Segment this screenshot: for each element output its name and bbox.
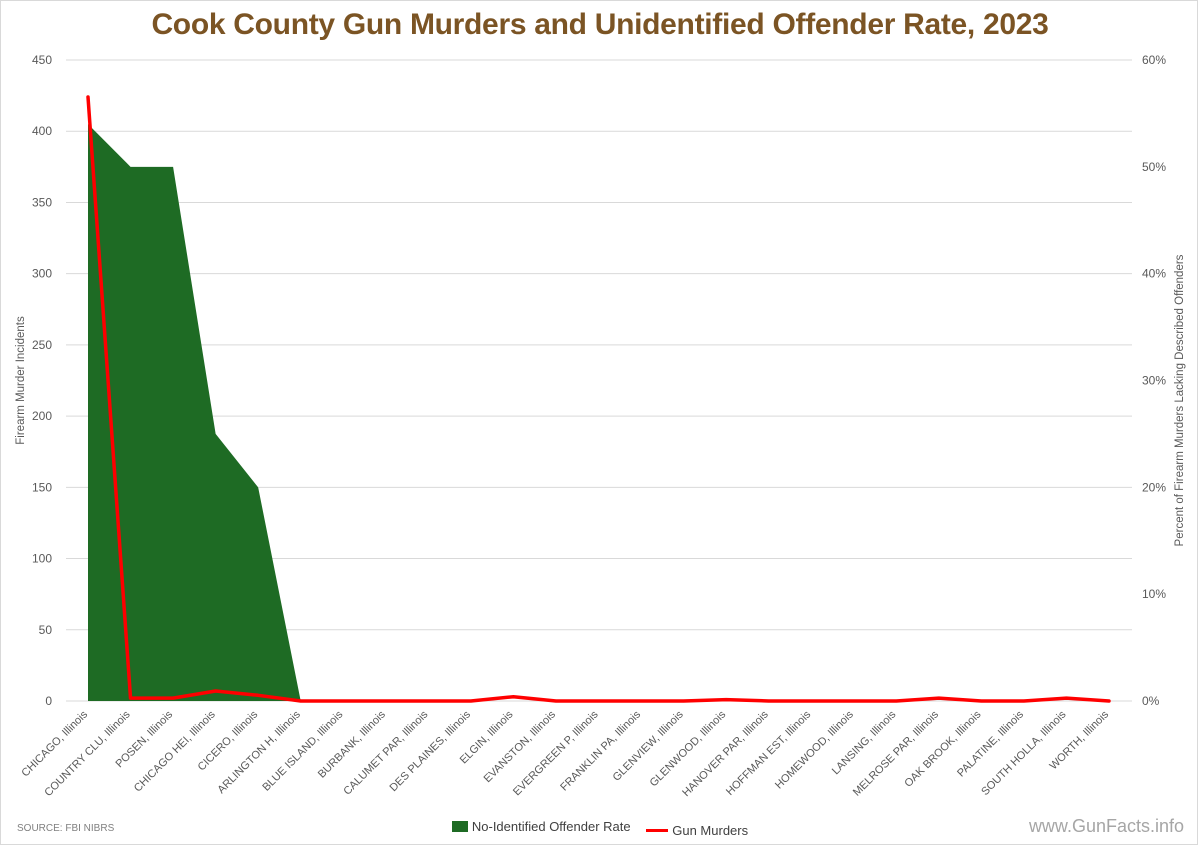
- x-category-label: GLENVIEW, Illinois: [611, 708, 686, 783]
- y2-tick-label: 30%: [1142, 374, 1166, 388]
- x-category-label: BLUE ISLAND, Illinois: [260, 708, 345, 793]
- x-category-label: GLENWOOD, Illinois: [648, 708, 729, 789]
- x-category-label: EVERGREEN P, Illinois: [511, 708, 601, 798]
- x-category-label: CHICAGO HEI, Illinois: [132, 708, 218, 794]
- y-axis-title: Firearm Murder Incidents: [15, 316, 27, 445]
- chart-title: Cook County Gun Murders and Unidentified…: [151, 8, 1049, 41]
- legend-swatch-area: [451, 821, 468, 832]
- x-category-label: ARLINGTON H, Illinois: [215, 708, 303, 796]
- legend-item-area: No-Identified Offender Rate: [451, 819, 631, 834]
- y-tick-label: 250: [32, 338, 52, 352]
- y2-tick-label: 10%: [1142, 587, 1166, 601]
- chart-legend: No-Identified Offender Rate Gun Murders: [0, 819, 1200, 838]
- y2-tick-label: 40%: [1142, 267, 1166, 281]
- x-category-label: MELROSE PAR, Illinois: [851, 708, 941, 798]
- y-tick-label: 350: [32, 195, 52, 209]
- x-category-label: SOUTH HOLLA, Illinois: [979, 708, 1069, 798]
- x-category-label: CALUMET PAR, Illinois: [341, 708, 430, 797]
- y-tick-label: 50: [39, 623, 53, 637]
- area-series-no-identified-offender-rate: [88, 124, 1109, 702]
- y-tick-label: 300: [32, 267, 52, 281]
- y-tick-label: 150: [32, 480, 52, 494]
- legend-label-area: No-Identified Offender Rate: [471, 819, 631, 834]
- source-note: SOURCE: FBI NIBRS: [17, 823, 115, 834]
- y-tick-label: 450: [32, 53, 52, 67]
- watermark: www.GunFacts.info: [1028, 816, 1184, 836]
- y2-axis-title: Percent of Firearm Murders Lacking Descr…: [1174, 254, 1186, 546]
- x-category-label: HOMEWOOD, Illinois: [773, 708, 856, 791]
- y-tick-label: 100: [32, 552, 52, 566]
- y-tick-label: 200: [32, 409, 52, 423]
- x-category-label: EVANSTON, Illinois: [482, 708, 559, 785]
- x-category-label: OAK BROOK, Illinois: [902, 708, 983, 789]
- y2-tick-label: 50%: [1142, 160, 1166, 174]
- legend-item-line: Gun Murders: [646, 823, 748, 838]
- x-category-label: HOFFMAN EST, Illinois: [724, 708, 814, 798]
- line-series-gun-murders: [86, 95, 1111, 703]
- x-category-label: DES PLAINES, Illinois: [388, 708, 474, 794]
- legend-label-line: Gun Murders: [672, 823, 749, 838]
- y2-tick-label: 0%: [1142, 694, 1160, 708]
- legend-swatch-line: [646, 829, 669, 832]
- y-tick-label: 0: [45, 694, 52, 708]
- x-category-label: FRANKLIN PA, Illinois: [558, 708, 643, 793]
- y2-tick-label: 60%: [1142, 53, 1166, 67]
- x-category-label: COUNTRY CLU, Illinois: [42, 708, 133, 799]
- y2-tick-label: 20%: [1142, 480, 1166, 494]
- x-category-label: HANOVER PAR, Illinois: [680, 708, 771, 799]
- y-tick-label: 400: [32, 124, 52, 138]
